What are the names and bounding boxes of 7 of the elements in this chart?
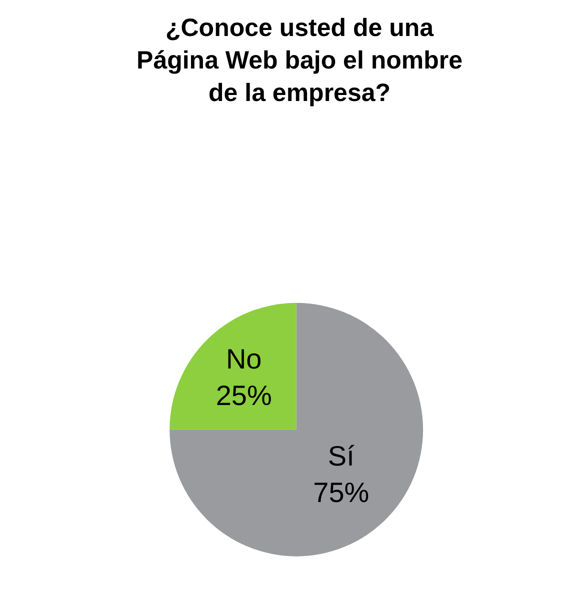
pie-slice [170, 302, 423, 556]
slice-label: No [226, 343, 262, 374]
data-label: 25% [216, 380, 272, 411]
chart-title: ¿Conoce usted de una Página Web bajo el nombre de la empresa? [136, 14, 463, 108]
slice-label: Sí [328, 440, 355, 472]
data-label: 75% [313, 477, 370, 508]
pie-slice [170, 302, 296, 430]
